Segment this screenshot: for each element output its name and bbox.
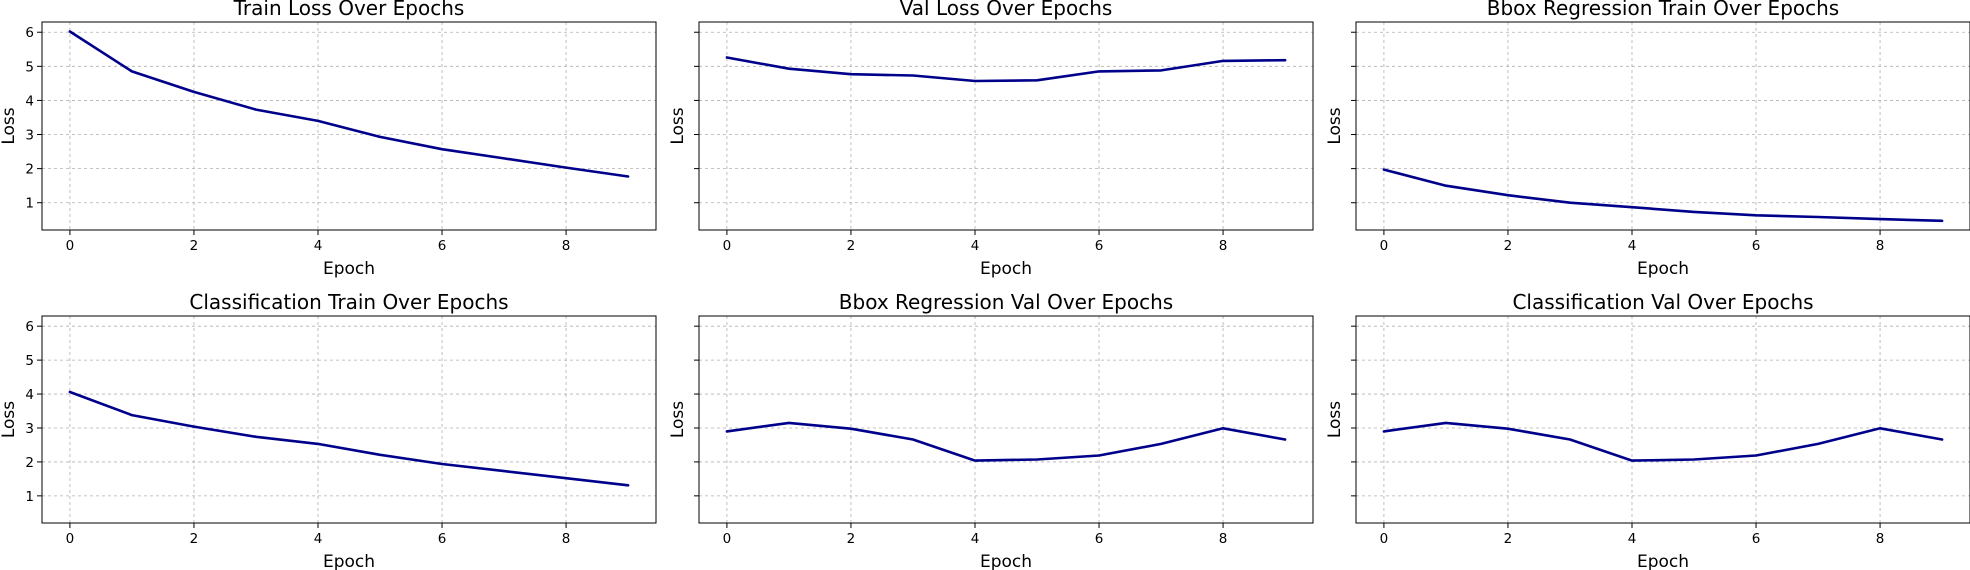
y-axis-label: Loss [0, 107, 19, 144]
x-tick-label: 2 [1504, 531, 1513, 547]
x-tick-label: 8 [562, 531, 571, 547]
y-tick-label: 1 [25, 489, 34, 505]
y-tick-label: 2 [25, 455, 34, 471]
x-tick-label: 6 [438, 238, 447, 254]
chart-panel-6: 0 2 4 6 8 Classification Val Over Epochs Epoch… [1325, 290, 1970, 570]
x-tick-label: 4 [971, 531, 980, 547]
y-axis-label: Loss [668, 401, 688, 438]
y-tick-label: 1 [25, 196, 34, 212]
y-axis-label: Loss [0, 401, 19, 438]
x-tick-label: 0 [723, 238, 732, 254]
x-tick-label: 2 [847, 238, 856, 254]
x-tick-label: 4 [1628, 531, 1637, 547]
x-tick-label: 4 [314, 531, 323, 547]
chart-title: Train Loss Over Epochs [233, 0, 465, 20]
y-axis-label: Loss [1325, 107, 1345, 144]
x-tick-label: 0 [66, 238, 75, 254]
y-tick-label: 4 [25, 387, 34, 403]
x-tick-label: 8 [1219, 531, 1228, 547]
y-tick-label: 2 [25, 162, 34, 178]
axes-frame [1355, 21, 1970, 231]
x-tick-label: 0 [1380, 238, 1389, 254]
x-tick-label: 6 [1095, 238, 1104, 254]
chart-panel-3: 0 2 4 6 8 Bbox Regression Train Over Epochs Ep… [1325, 0, 1970, 279]
x-axis-label: Epoch [323, 259, 375, 279]
x-tick-label: 0 [66, 531, 75, 547]
axes-frame [1355, 315, 1970, 524]
chart-title: Classification Train Over Epochs [189, 290, 508, 314]
x-tick-label: 0 [723, 531, 732, 547]
x-tick-label: 2 [847, 531, 856, 547]
x-tick-label: 8 [1219, 238, 1228, 254]
loss-line [725, 421, 1287, 462]
chart-panel-4: 0 2 4 6 8 1 2 3 4 5 6 Classification Train Over Epo… [0, 290, 657, 570]
y-axis-label: Loss [668, 107, 688, 144]
chart-panel-1: 0 2 4 6 8 1 2 3 4 5 6 Train Loss Over Epochs Epoch Lo… [0, 0, 657, 279]
x-axis-label: Epoch [980, 259, 1032, 279]
y-tick-label: 5 [25, 59, 34, 75]
x-axis-label: Epoch [323, 552, 375, 570]
chart-panel-5: 0 2 4 6 8 Bbox Regression Val Over Epochs Epoc… [668, 290, 1314, 570]
loss-line [1382, 168, 1944, 223]
x-tick-label: 4 [971, 238, 980, 254]
chart-title: Val Loss Over Epochs [900, 0, 1113, 20]
loss-line [1382, 421, 1944, 462]
x-tick-label: 6 [1752, 531, 1761, 547]
y-tick-label: 4 [25, 93, 34, 109]
x-tick-label: 8 [1876, 531, 1885, 547]
chart-title: Bbox Regression Train Over Epochs [1487, 0, 1839, 20]
x-tick-label: 2 [190, 238, 199, 254]
y-tick-label: 3 [25, 421, 34, 437]
x-tick-label: 6 [1095, 531, 1104, 547]
chart-panel-2: 0 2 4 6 8 Val Loss Over Epochs Epoch Loss [668, 0, 1314, 279]
x-tick-label: 2 [190, 531, 199, 547]
x-tick-label: 4 [314, 238, 323, 254]
axes-frame [698, 315, 1314, 524]
x-tick-label: 6 [438, 531, 447, 547]
x-axis-label: Epoch [1637, 552, 1689, 570]
y-tick-label: 5 [25, 353, 34, 369]
x-axis-label: Epoch [980, 552, 1032, 570]
x-tick-label: 6 [1752, 238, 1761, 254]
x-tick-label: 4 [1628, 238, 1637, 254]
x-tick-label: 2 [1504, 238, 1513, 254]
y-tick-label: 3 [25, 128, 34, 144]
axes-frame [698, 21, 1314, 231]
y-tick-label: 6 [25, 25, 34, 41]
x-tick-label: 8 [562, 238, 571, 254]
axes-frame [41, 21, 657, 231]
chart-title: Bbox Regression Val Over Epochs [839, 290, 1173, 314]
y-axis-label: Loss [1325, 401, 1345, 438]
y-tick-label: 6 [25, 319, 34, 335]
chart-title: Classification Val Over Epochs [1512, 290, 1813, 314]
loss-line [725, 56, 1287, 83]
x-tick-label: 8 [1876, 238, 1885, 254]
loss-line [68, 390, 630, 487]
axes-frame [41, 315, 657, 524]
loss-line [68, 30, 630, 178]
x-axis-label: Epoch [1637, 259, 1689, 279]
x-tick-label: 0 [1380, 531, 1389, 547]
